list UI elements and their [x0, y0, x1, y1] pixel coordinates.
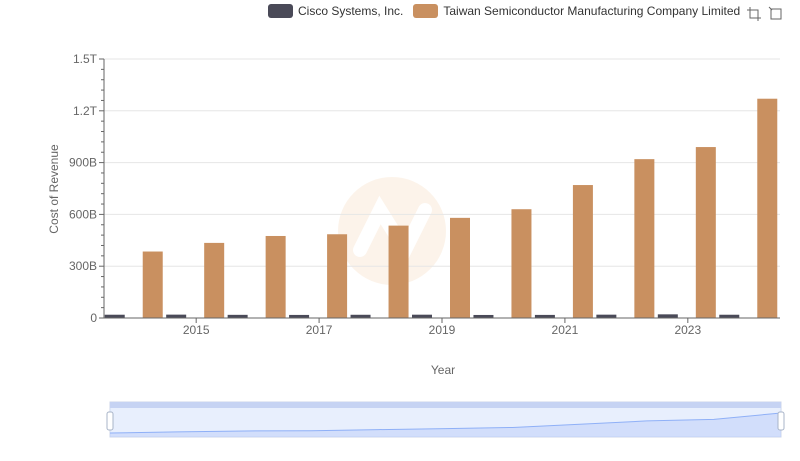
x-axis-label: Year: [431, 363, 455, 377]
chart-legend: Cisco Systems, Inc. Taiwan Semiconductor…: [268, 4, 750, 18]
x-tick-label: 2017: [306, 323, 333, 337]
slider-handle-left[interactable]: [106, 411, 114, 431]
y-axis: 0 300B 600B 900B 1.2T 1.5T: [69, 52, 105, 325]
y-tick-label: 900B: [69, 156, 97, 170]
slider-preview-line: [109, 412, 782, 434]
bar-cisco[interactable]: [534, 314, 555, 318]
bar-cisco[interactable]: [596, 314, 617, 318]
legend-item-cisco[interactable]: Cisco Systems, Inc.: [268, 4, 403, 18]
legend-swatch-cisco: [268, 4, 293, 18]
chart-toolbox: [746, 6, 790, 22]
data-zoom-slider[interactable]: [106, 401, 785, 438]
bar-cisco[interactable]: [227, 314, 248, 318]
legend-label-cisco: Cisco Systems, Inc.: [298, 4, 404, 18]
legend-item-tsmc[interactable]: Taiwan Semiconductor Manufacturing Compa…: [413, 4, 740, 18]
bar-cisco[interactable]: [473, 314, 494, 318]
legend-swatch-tsmc: [413, 4, 439, 18]
bar-cisco[interactable]: [289, 314, 310, 318]
y-tick-label: 0: [90, 311, 97, 325]
bar-tsmc[interactable]: [450, 217, 470, 318]
y-axis-label: Cost of Revenue: [47, 144, 61, 234]
bar-cisco[interactable]: [104, 314, 125, 318]
bar-cisco[interactable]: [657, 314, 678, 318]
bar-tsmc[interactable]: [265, 235, 286, 318]
bar-tsmc[interactable]: [388, 225, 409, 318]
x-tick-label: 2023: [674, 323, 701, 337]
x-axis: 2015 2017 2019 2021 2023: [104, 317, 780, 337]
zoom-icon[interactable]: [746, 6, 762, 22]
bar-cisco[interactable]: [350, 314, 371, 318]
x-tick-label: 2015: [183, 323, 210, 337]
slider-handle-right[interactable]: [777, 411, 785, 431]
y-tick-label: 300B: [69, 259, 97, 273]
bar-tsmc[interactable]: [327, 234, 348, 318]
x-tick-label: 2019: [429, 323, 456, 337]
bar-cisco[interactable]: [719, 314, 740, 318]
y-tick-label: 1.2T: [73, 104, 98, 118]
bar-tsmc[interactable]: [511, 209, 532, 318]
bar-tsmc[interactable]: [204, 242, 225, 318]
slider-move-handle[interactable]: [110, 402, 781, 408]
x-tick-label: 2021: [552, 323, 579, 337]
bar-cisco[interactable]: [412, 314, 432, 318]
y-tick-label: 1.5T: [73, 52, 98, 66]
bars: [104, 98, 778, 318]
legend-label-tsmc: Taiwan Semiconductor Manufacturing Compa…: [443, 4, 741, 18]
bar-tsmc[interactable]: [757, 98, 778, 318]
bar-tsmc[interactable]: [695, 147, 716, 318]
zoom-reset-icon[interactable]: [768, 6, 784, 22]
bar-tsmc[interactable]: [142, 251, 163, 318]
bar-tsmc[interactable]: [572, 185, 593, 318]
y-tick-label: 600B: [69, 207, 97, 221]
bar-tsmc[interactable]: [634, 159, 655, 318]
bar-cisco[interactable]: [166, 314, 187, 318]
